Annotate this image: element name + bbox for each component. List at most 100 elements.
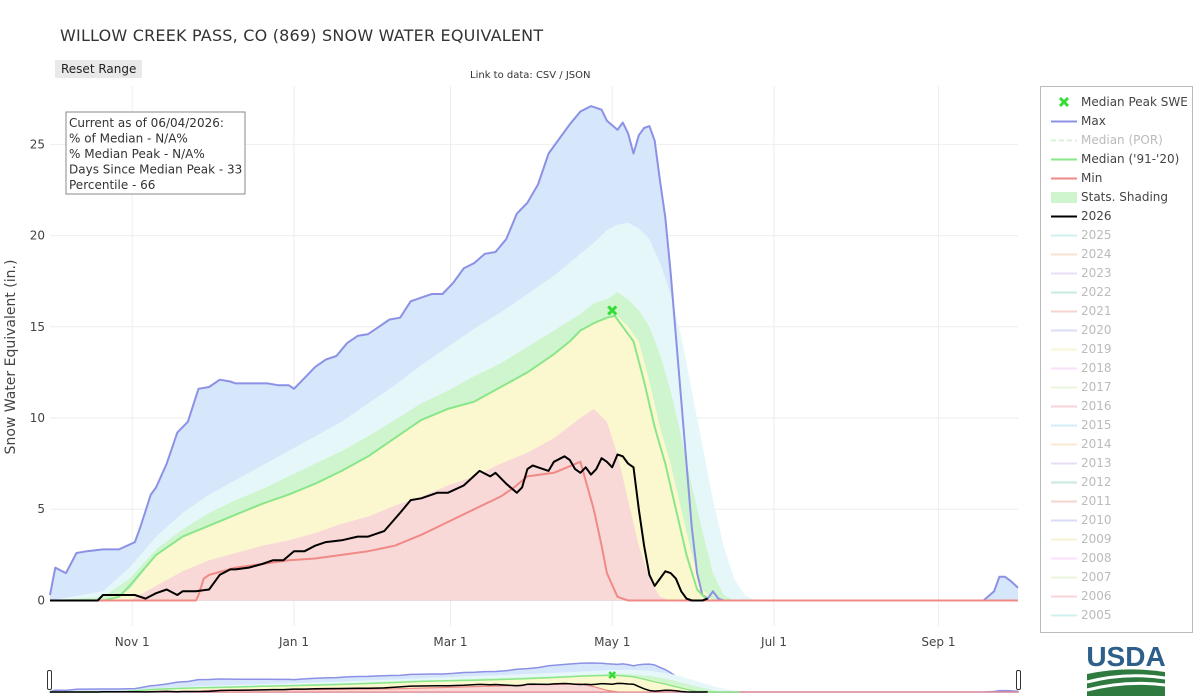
x-tick-label: Mar 1 (433, 635, 467, 649)
legend-item-median-por[interactable]: Median (POR) (1041, 131, 1192, 150)
legend-item-2011[interactable]: 2011 (1041, 492, 1192, 511)
legend-label: Median Peak SWE (1081, 95, 1188, 109)
legend-item-2018[interactable]: 2018 (1041, 359, 1192, 378)
range-slider-left-handle[interactable] (47, 670, 52, 690)
csv-link[interactable]: CSV (535, 70, 557, 81)
legend-symbol (1051, 386, 1077, 389)
legend-symbol (1051, 405, 1077, 408)
data-links: Link to data: CSV / JSON (470, 70, 591, 81)
legend-label: 2017 (1081, 380, 1112, 394)
legend-item-2008[interactable]: 2008 (1041, 549, 1192, 568)
x-tick-label: Sep 1 (921, 635, 955, 649)
legend-symbol (1051, 177, 1077, 180)
legend-symbol (1051, 538, 1077, 541)
mini-2026-line (50, 682, 708, 693)
y-tick-label: 0 (37, 593, 45, 607)
legend-label: 2020 (1081, 323, 1112, 337)
legend-item-2007[interactable]: 2007 (1041, 568, 1192, 587)
legend-symbol (1051, 576, 1077, 579)
legend-symbol (1051, 519, 1077, 522)
legend-item-median-peak-swe[interactable]: Median Peak SWE (1041, 93, 1192, 112)
y-tick-label: 5 (37, 502, 45, 516)
data-links-separator: / (556, 70, 566, 81)
legend-symbol (1051, 234, 1077, 237)
legend-label: Median (POR) (1081, 133, 1163, 147)
legend-item-2019[interactable]: 2019 (1041, 340, 1192, 359)
legend-symbol (1051, 215, 1077, 218)
legend-label: 2015 (1081, 418, 1112, 432)
legend-item-2015[interactable]: 2015 (1041, 416, 1192, 435)
swe-chart[interactable]: Nov 1 Jan 1 Mar 1 May 1 Jul 1 Sep 1 0 5 10 15 20 2… (0, 0, 1040, 700)
median-peak-marker (607, 305, 618, 316)
legend-item-2009[interactable]: 2009 (1041, 530, 1192, 549)
legend-label: 2005 (1081, 608, 1112, 622)
legend-symbol (1051, 443, 1077, 446)
info-box: Current as of 06/04/2026: % of Median - N… (65, 111, 246, 195)
usda-logo-text: USDA (1086, 641, 1165, 672)
legend-item-2021[interactable]: 2021 (1041, 302, 1192, 321)
y-tick-label: 15 (30, 320, 45, 334)
legend-label: 2013 (1081, 456, 1112, 470)
legend-item-stats-shading[interactable]: Stats. Shading (1041, 188, 1192, 207)
legend-item-min[interactable]: Min (1041, 169, 1192, 188)
legend-symbol (1051, 348, 1077, 351)
legend-item-2023[interactable]: 2023 (1041, 264, 1192, 283)
reset-range-button[interactable]: Reset Range (55, 60, 143, 78)
legend-label: Max (1081, 114, 1106, 128)
range-slider[interactable] (49, 662, 1019, 693)
legend-item-2006[interactable]: 2006 (1041, 587, 1192, 606)
legend-item-2005[interactable]: 2005 (1041, 606, 1192, 625)
x-tick-label: Jan 1 (278, 635, 309, 649)
legend-symbol (1051, 367, 1077, 370)
json-link[interactable]: JSON (565, 70, 591, 81)
legend-item-2010[interactable]: 2010 (1041, 511, 1192, 530)
y-tick-label: 10 (30, 411, 45, 425)
legend-item-2020[interactable]: 2020 (1041, 321, 1192, 340)
usda-logo: USDA (1086, 641, 1166, 696)
chart-title: WILLOW CREEK PASS, CO (869) SNOW WATER E… (60, 26, 544, 45)
y-axis-ticks: 0 5 10 15 20 25 (30, 137, 45, 607)
series-line-median-91-20- (50, 314, 740, 602)
series-line-2026 (50, 453, 709, 602)
legend-symbol (1051, 139, 1077, 142)
mini-median-peak-marker (608, 671, 617, 679)
legend-item-2022[interactable]: 2022 (1041, 283, 1192, 302)
legend-symbol (1051, 253, 1077, 256)
legend-symbol (1051, 120, 1077, 123)
legend-symbol (1058, 96, 1070, 108)
x-tick-label: Nov 1 (115, 635, 150, 649)
legend-label: 2006 (1081, 589, 1112, 603)
legend-item-2017[interactable]: 2017 (1041, 378, 1192, 397)
legend-label: 2019 (1081, 342, 1112, 356)
mini-median-line (50, 674, 740, 693)
legend-label: 2021 (1081, 304, 1112, 318)
markers (607, 305, 618, 316)
y-axis-label: Snow Water Equivalent (in.) (3, 260, 19, 455)
legend-symbol (1051, 424, 1077, 427)
legend-item-max[interactable]: Max (1041, 112, 1192, 131)
x-tick-label: Jul 1 (760, 635, 787, 649)
info-box-line: Current as of 06/04/2026: (69, 116, 224, 130)
info-box-line: % of Median - N/A% (69, 132, 188, 146)
info-box-line: % Median Peak - N/A% (69, 147, 205, 161)
legend-item-2025[interactable]: 2025 (1041, 226, 1192, 245)
x-axis-ticks: Nov 1 Jan 1 Mar 1 May 1 Jul 1 Sep 1 (115, 635, 956, 649)
legend-item-2016[interactable]: 2016 (1041, 397, 1192, 416)
legend-label: 2024 (1081, 247, 1112, 261)
legend-label: 2026 (1081, 209, 1112, 223)
legend-label: 2011 (1081, 494, 1112, 508)
legend-symbol (1051, 158, 1077, 161)
legend-item-2026[interactable]: 2026 (1041, 207, 1192, 226)
legend-item-median-91-20[interactable]: Median ('91-'20) (1041, 150, 1192, 169)
legend-label: Stats. Shading (1081, 190, 1169, 204)
legend-label: 2022 (1081, 285, 1112, 299)
legend-item-2024[interactable]: 2024 (1041, 245, 1192, 264)
legend-item-2012[interactable]: 2012 (1041, 473, 1192, 492)
legend-label: Median ('91-'20) (1081, 152, 1180, 166)
legend-item-2014[interactable]: 2014 (1041, 435, 1192, 454)
legend-label: 2008 (1081, 551, 1112, 565)
legend-symbol (1051, 500, 1077, 503)
legend-item-2013[interactable]: 2013 (1041, 454, 1192, 473)
range-slider-right-handle[interactable] (1016, 670, 1021, 690)
series-line-min (50, 460, 1018, 602)
